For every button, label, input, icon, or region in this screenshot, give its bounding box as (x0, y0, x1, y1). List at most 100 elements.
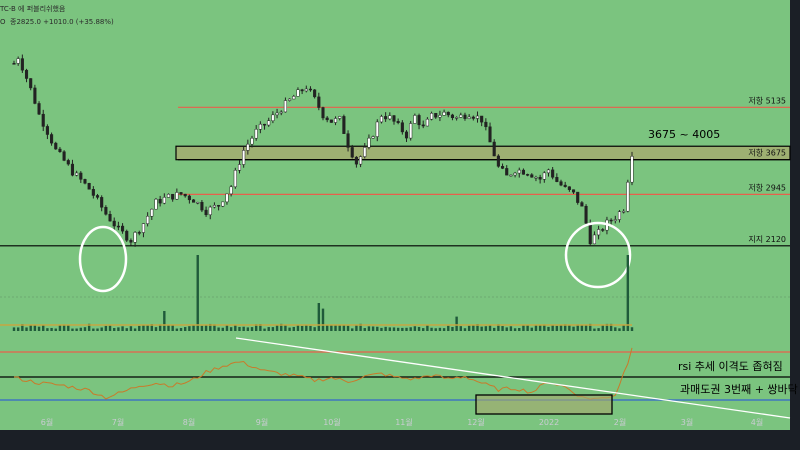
candle-body (379, 116, 384, 123)
volume-bar (325, 324, 329, 331)
candle-body (141, 223, 145, 233)
volume-bar (413, 326, 417, 331)
candle-body (367, 137, 371, 148)
volume-bar (163, 311, 166, 331)
candle-body (626, 181, 630, 212)
candle-body (317, 96, 321, 108)
x-tick-label: 8월 (183, 417, 195, 427)
volume-bar (371, 326, 375, 331)
annotation-oversold: 과매도권 3번째 + 쌍바닥 (680, 383, 798, 396)
volume-bar (58, 325, 62, 331)
volume-bar (92, 328, 95, 331)
volume-bar (626, 255, 630, 331)
double-bottom-circle-right (564, 221, 632, 289)
candle-body (212, 205, 216, 208)
volume-bar (138, 325, 141, 331)
time-axis (0, 430, 800, 450)
volume-bar (497, 324, 500, 331)
volume-bar (526, 325, 529, 331)
volume-bar (87, 323, 91, 331)
volume-bar (317, 303, 321, 331)
volume-bar (296, 325, 300, 331)
volume-bar (280, 323, 283, 331)
x-tick-label: 9월 (256, 417, 268, 427)
volume-bar (572, 326, 575, 331)
volume-bar (484, 326, 488, 331)
candle-body (526, 174, 530, 176)
candle-body (254, 129, 258, 139)
candle-body (87, 183, 91, 190)
volume-bar (568, 325, 571, 331)
volume-layer (0, 255, 790, 331)
candle-body (296, 89, 300, 97)
candle-body (283, 100, 287, 113)
volume-bar (229, 327, 233, 331)
volume-bar (513, 328, 517, 331)
volume-bar (221, 327, 224, 331)
volume-bar (305, 324, 308, 331)
candle-body (325, 117, 329, 121)
volume-bar (158, 324, 162, 331)
volume-bar (309, 325, 312, 331)
candle-body (175, 192, 179, 200)
volume-bar (104, 325, 108, 331)
candle-body (242, 150, 246, 165)
candle-body (534, 176, 538, 179)
volume-bar (288, 327, 291, 331)
volume-bar (75, 328, 78, 331)
volume-bar (133, 328, 137, 331)
volume-bar (238, 326, 241, 331)
candle-body (580, 202, 584, 207)
volume-bar (259, 324, 262, 331)
candle-body (79, 172, 83, 180)
candle-body (137, 232, 141, 234)
x-tick-label: 2월 (614, 417, 626, 427)
candle-body (396, 121, 400, 123)
resistance-zone-layer (175, 145, 791, 161)
volume-bar (200, 325, 204, 331)
candle-body (50, 134, 54, 144)
candle-body (237, 164, 242, 171)
candle-body (70, 163, 75, 176)
candle-body (133, 232, 137, 243)
candle-body (601, 229, 605, 231)
volume-bar (188, 326, 191, 331)
candle-body (613, 219, 617, 221)
candle-body (597, 229, 601, 236)
volume-bar (37, 326, 41, 331)
volume-bar (455, 316, 458, 331)
resistance-zone-box (175, 145, 791, 161)
candle-body (342, 116, 346, 134)
volume-bar (67, 325, 70, 331)
volume-bar (401, 327, 404, 331)
candle-body (425, 118, 429, 127)
volume-bar (16, 327, 20, 331)
volume-bar (292, 326, 295, 331)
volume-bar (467, 325, 471, 331)
candle-body (33, 87, 37, 104)
candle-body (592, 234, 596, 245)
candle-body (630, 156, 634, 183)
volume-bar (42, 324, 45, 331)
candle-body (329, 119, 333, 123)
candle-body (300, 89, 304, 92)
candle-body (200, 201, 204, 211)
volume-bar (434, 328, 437, 331)
volume-bar (472, 324, 475, 331)
candle-body (24, 69, 29, 79)
candle-body (617, 211, 622, 220)
volume-bar (480, 326, 483, 331)
volume-bar (284, 324, 287, 331)
candle-body (321, 107, 325, 119)
candle-body (496, 155, 500, 167)
candle-body (571, 189, 576, 193)
volume-bar (367, 326, 371, 331)
candle-body (384, 116, 388, 120)
volume-bar (330, 324, 333, 331)
candle-body (517, 169, 521, 174)
x-axis-ticks: 6월 7월 8월 9월 10월 11월 12월 2022 2월 3월 4월 (41, 417, 763, 427)
x-tick-label: 4월 (751, 417, 763, 427)
price-levels-layer: 저항 5135 저항 3675 저항 2945 지지 2120 3675 ~ 4005 (0, 96, 790, 247)
candle-body (567, 186, 571, 190)
